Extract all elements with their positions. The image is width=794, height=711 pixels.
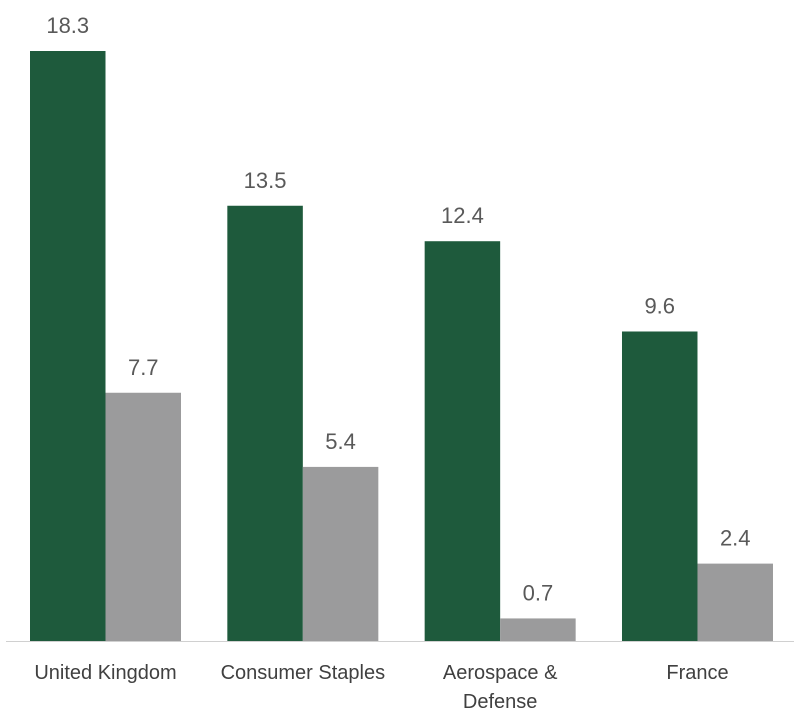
- category-labels-group: United Kingdom Consumer Staples Aerospace …: [34, 662, 728, 711]
- value-label-series-2-cat-4: 2.4: [720, 526, 751, 551]
- bar-series-1-cat-1: [30, 51, 106, 641]
- bar-series-1-cat-3: [424, 241, 501, 641]
- bar-series-2-cat-2: [302, 466, 379, 641]
- value-label-series-1-cat-3: 12.4: [441, 203, 484, 228]
- bar-series-1-cat-4: [621, 331, 698, 641]
- category-label-line: United Kingdom: [34, 662, 176, 684]
- bar-series-2-cat-3: [500, 618, 576, 641]
- category-label-3: Aerospace & Defense: [443, 662, 558, 711]
- value-label-series-2-cat-3: 0.7: [523, 580, 554, 605]
- value-labels-group: 18.3 7.7 13.5 5.4 12.4 0.7 9.6 2.4: [46, 13, 750, 605]
- category-label-line: Aerospace &: [443, 662, 558, 684]
- value-label-series-1-cat-2: 13.5: [244, 168, 287, 193]
- category-label-line: Defense: [463, 691, 538, 711]
- bars-group: [30, 51, 773, 641]
- bar-series-2-cat-4: [697, 563, 773, 641]
- value-label-series-1-cat-4: 9.6: [644, 293, 675, 318]
- bar-series-2-cat-1: [105, 392, 181, 641]
- category-label-2: Consumer Staples: [221, 662, 386, 684]
- value-label-series-1-cat-1: 18.3: [46, 13, 89, 38]
- category-label-1: United Kingdom: [34, 662, 176, 684]
- category-label-line: Consumer Staples: [221, 662, 386, 684]
- value-label-series-2-cat-2: 5.4: [325, 429, 356, 454]
- value-label-series-2-cat-1: 7.7: [128, 355, 159, 380]
- bar-series-1-cat-2: [227, 205, 303, 641]
- category-label-line: France: [666, 662, 728, 684]
- category-label-4: France: [666, 662, 728, 684]
